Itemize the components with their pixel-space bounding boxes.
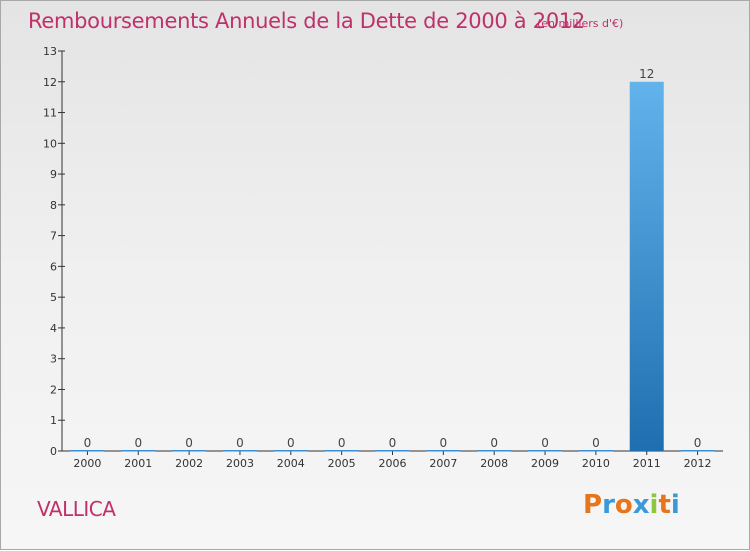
y-tick-label: 13 [43, 45, 57, 58]
x-tick-label: 2010 [582, 457, 610, 470]
bar [324, 450, 359, 452]
chart-unit-label: (en milliers d'€) [537, 17, 624, 30]
proxiti-logo: Proxiti [583, 490, 680, 520]
logo-letter: t [658, 490, 671, 520]
bar-value-label: 0 [592, 436, 600, 450]
chart-labels: 0123456789101112132000020010200202003020… [43, 45, 712, 470]
bar-value-label: 0 [338, 436, 346, 450]
logo-letter: P [583, 490, 603, 520]
x-tick-label: 2012 [684, 457, 712, 470]
place-name: VALLICA [37, 497, 116, 521]
logo-letter: i [649, 490, 659, 520]
x-tick-label: 2005 [328, 457, 356, 470]
x-tick-label: 2002 [175, 457, 203, 470]
bar [426, 450, 461, 452]
x-tick-label: 2001 [124, 457, 152, 470]
y-tick-label: 2 [50, 383, 57, 396]
bar [528, 450, 563, 452]
bar [375, 450, 410, 452]
y-tick-label: 6 [50, 260, 57, 273]
logo-letter: x [632, 490, 650, 520]
x-tick-label: 2003 [226, 457, 254, 470]
x-tick-label: 2000 [73, 457, 101, 470]
bar [629, 81, 664, 452]
y-tick-label: 11 [43, 107, 57, 120]
y-tick-label: 12 [43, 76, 57, 89]
bar [172, 450, 207, 452]
y-tick-label: 0 [50, 445, 57, 458]
bar [477, 450, 512, 452]
x-tick-label: 2009 [531, 457, 559, 470]
logo-letter: r [602, 490, 615, 520]
y-tick-label: 10 [43, 137, 57, 150]
bar [70, 450, 105, 452]
bar-value-label: 0 [134, 436, 142, 450]
bar-value-label: 0 [185, 436, 193, 450]
chart-axes [58, 50, 723, 455]
bar-value-label: 0 [541, 436, 549, 450]
bar [680, 450, 715, 452]
bar-value-label: 0 [236, 436, 244, 450]
chart-title: Remboursements Annuels de la Dette de 20… [28, 9, 585, 33]
bar [273, 450, 308, 452]
x-tick-label: 2007 [429, 457, 457, 470]
bar-value-label: 0 [490, 436, 498, 450]
y-tick-label: 7 [50, 230, 57, 243]
x-tick-label: 2004 [277, 457, 305, 470]
bar [578, 450, 613, 452]
bar [222, 450, 257, 452]
bar-value-label: 12 [639, 67, 654, 81]
logo-letter: o [614, 490, 633, 520]
bar-value-label: 0 [694, 436, 702, 450]
y-tick-label: 3 [50, 353, 57, 366]
y-tick-label: 9 [50, 168, 57, 181]
x-tick-label: 2006 [379, 457, 407, 470]
chart-bars [70, 81, 715, 452]
y-tick-label: 8 [50, 199, 57, 212]
x-tick-label: 2011 [633, 457, 661, 470]
y-tick-label: 1 [50, 414, 57, 427]
bar-value-label: 0 [84, 436, 92, 450]
x-tick-label: 2008 [480, 457, 508, 470]
bar [121, 450, 156, 452]
bar-value-label: 0 [389, 436, 397, 450]
logo-letter: i [670, 490, 680, 520]
bar-value-label: 0 [287, 436, 295, 450]
y-tick-label: 5 [50, 291, 57, 304]
bar-value-label: 0 [440, 436, 448, 450]
y-tick-label: 4 [50, 322, 57, 335]
